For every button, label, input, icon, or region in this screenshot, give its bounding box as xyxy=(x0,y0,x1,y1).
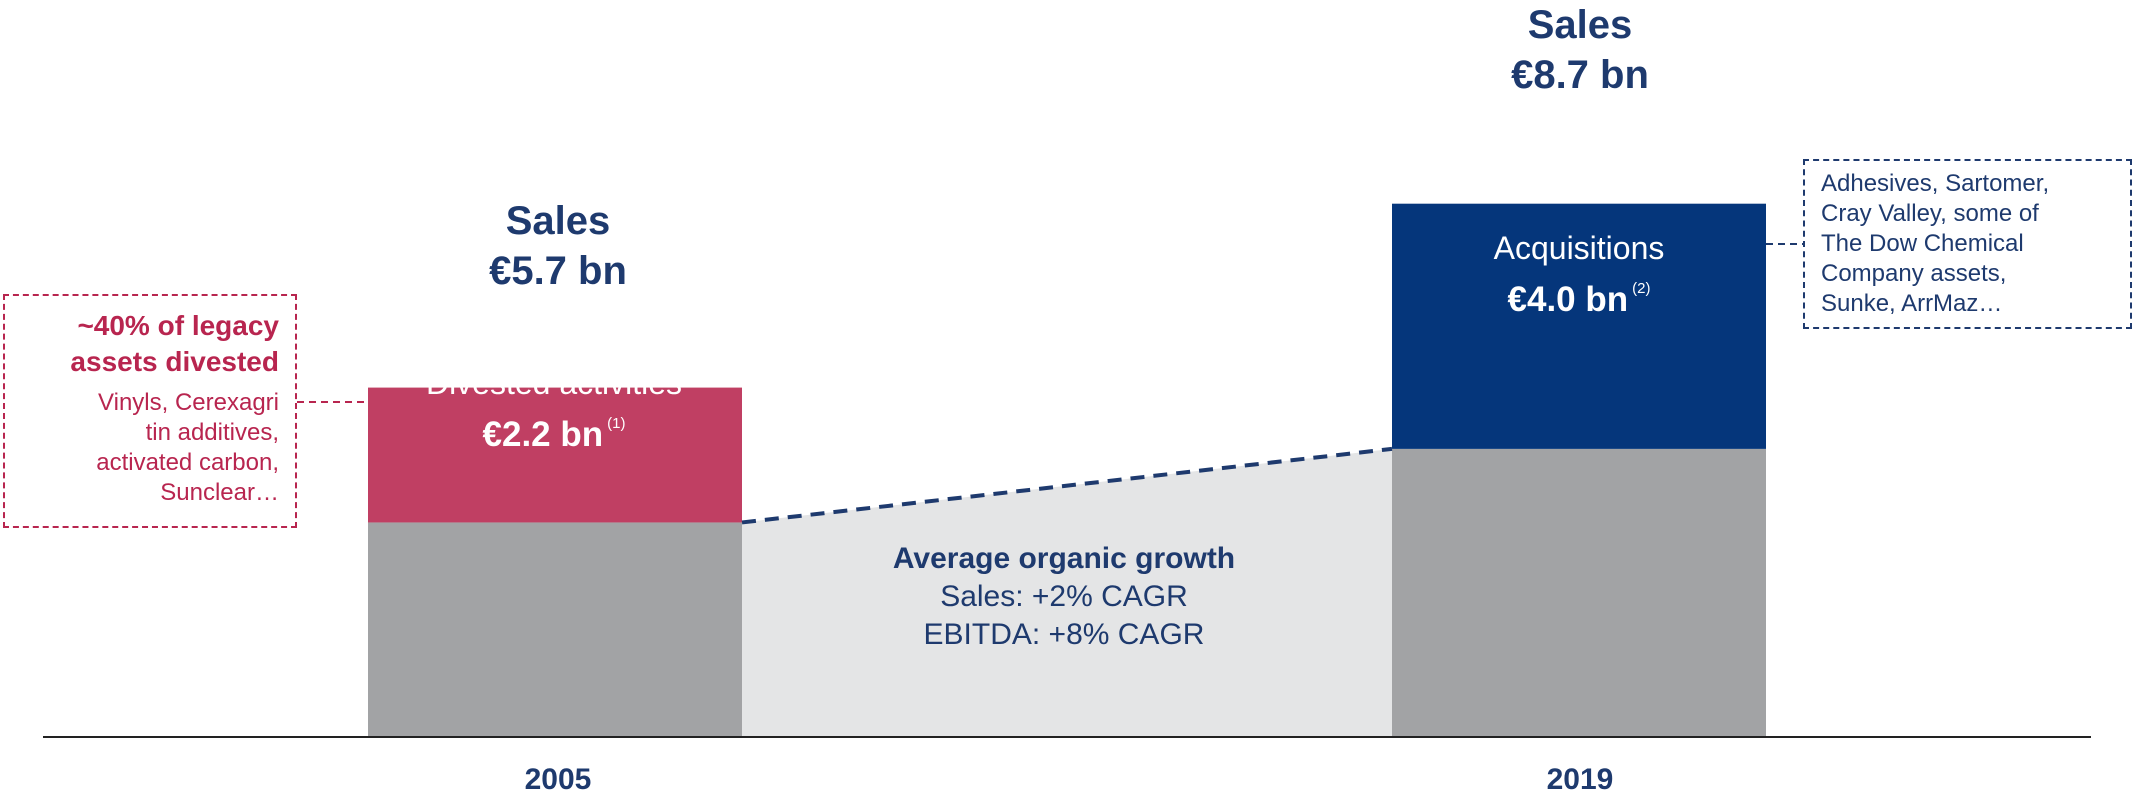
total-2019-value: €8.7 bn xyxy=(1511,53,1649,97)
bar-2005-divested-activities xyxy=(368,387,742,523)
bar-2019-acquisitions xyxy=(1392,203,1766,449)
acquisitions-value: €4.0 bn (2) xyxy=(1507,280,1651,319)
divested-segment-label: Divested activities €2.2 bn (1) xyxy=(368,364,740,457)
divested-label: Divested activities xyxy=(425,365,683,401)
acquisitions-segment-label: Acquisitions €4.0 bn (2) xyxy=(1392,229,1766,322)
divested-value: €2.2 bn (1) xyxy=(482,415,626,454)
bar-2005-base xyxy=(368,522,742,737)
organic-growth-bridge xyxy=(742,448,1392,737)
organic-growth-trend-line xyxy=(741,446,1393,525)
acquisitions-callout-body: Adhesives, Sartomer, Cray Valley, some o… xyxy=(1821,170,2050,317)
divested-callout-box: ~40% of legacy assets divested Vinyls, C… xyxy=(3,294,297,528)
acquisitions-label: Acquisitions xyxy=(1493,230,1665,266)
divested-callout-heading: ~40% of legacy assets divested xyxy=(70,310,279,377)
divested-callout-body: Vinyls, Cerexagri tin additives, activat… xyxy=(96,389,279,506)
organic-growth-title: Average organic growth xyxy=(892,542,1236,575)
acquisitions-callout-box: Adhesives, Sartomer, Cray Valley, some o… xyxy=(1803,159,2132,329)
total-2005-heading: Sales xyxy=(505,199,611,243)
x-tick-2005: 2005 xyxy=(524,763,592,796)
organic-growth-ebitda: EBITDA: +8% CAGR xyxy=(923,618,1205,651)
bar-2019-base xyxy=(1392,448,1766,737)
organic-growth-sales: Sales: +2% CAGR xyxy=(940,580,1188,613)
total-2019-heading: Sales xyxy=(1527,3,1633,47)
total-2005-label: Sales €5.7 bn xyxy=(458,196,658,296)
total-2005-value: €5.7 bn xyxy=(489,249,627,293)
footnote-2: (2) xyxy=(1632,280,1651,297)
total-2019-label: Sales €8.7 bn xyxy=(1480,0,1680,100)
organic-growth-annotation: Average organic growth Sales: +2% CAGR E… xyxy=(760,540,1368,654)
x-tick-2019: 2019 xyxy=(1546,763,1614,796)
footnote-1: (1) xyxy=(607,415,626,432)
